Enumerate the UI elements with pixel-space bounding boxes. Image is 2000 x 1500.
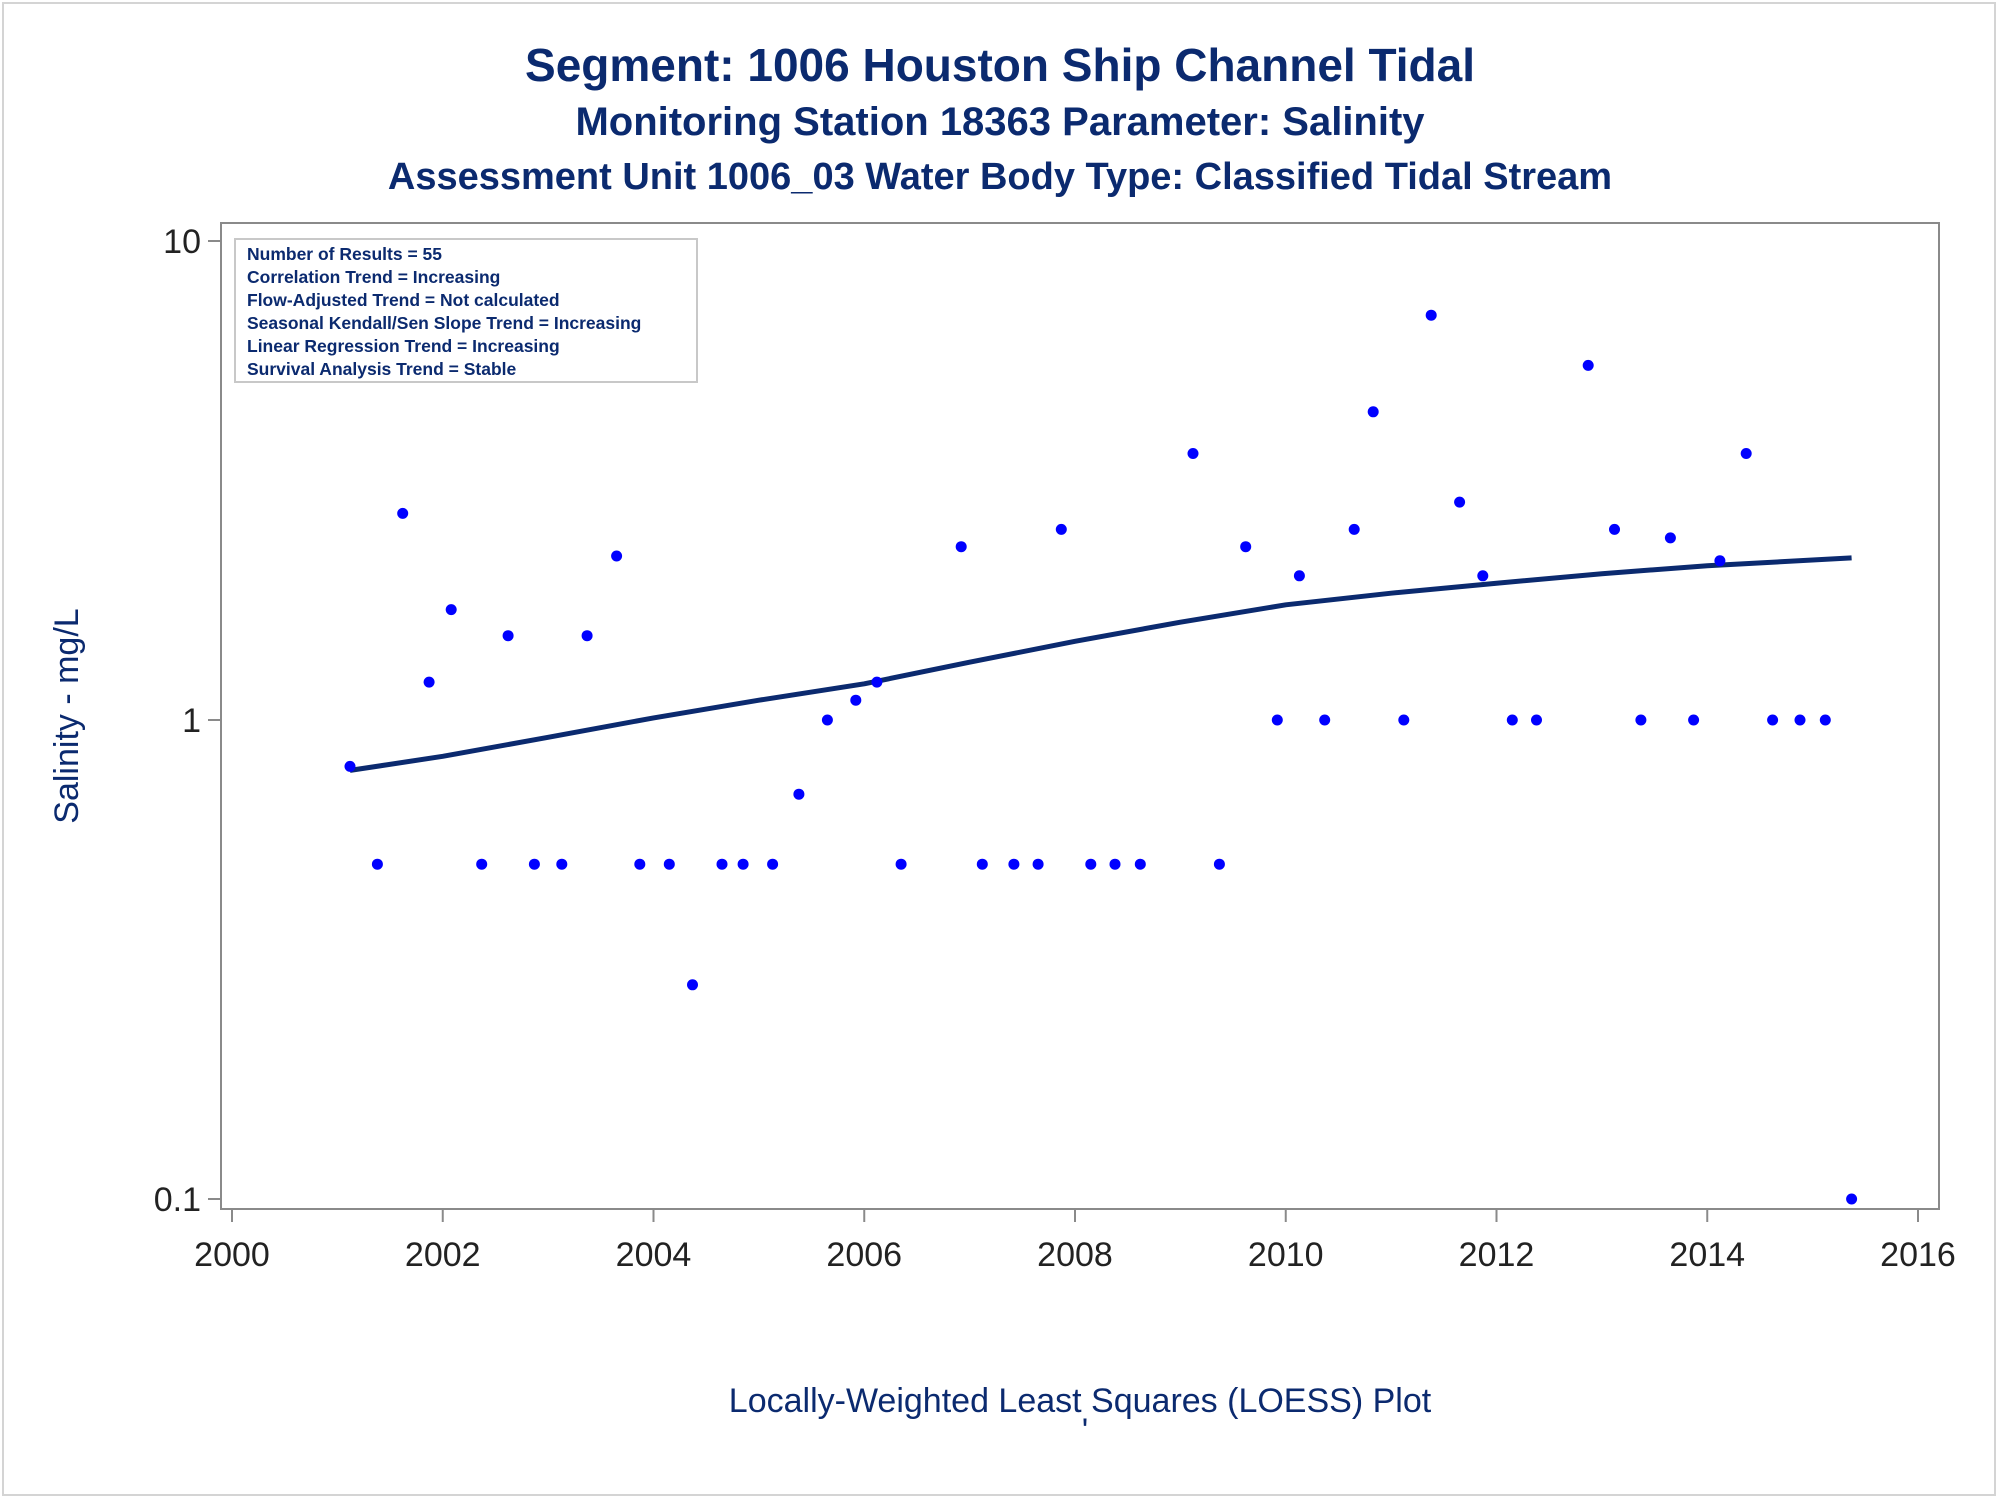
data-point	[1085, 858, 1097, 870]
data-point	[767, 858, 779, 870]
data-point	[344, 760, 356, 772]
data-point	[663, 858, 675, 870]
x-tick-label: 2008	[1037, 1236, 1113, 1274]
data-point	[1319, 714, 1331, 726]
data-point	[1582, 359, 1594, 371]
data-point	[1240, 541, 1252, 553]
data-point	[1454, 496, 1466, 508]
data-point	[737, 858, 749, 870]
x-axis-title: Locally-Weighted Least Squares (LOESS) P…	[729, 1382, 1432, 1420]
observation-series	[344, 309, 1858, 1205]
y-tick-label: 1	[182, 702, 201, 740]
data-point	[423, 676, 435, 688]
x-tick-label: 2000	[194, 1236, 270, 1274]
loess-line	[349, 555, 1852, 773]
data-point	[1425, 309, 1437, 321]
y-axis-title: Salinity - mg/L	[48, 608, 86, 823]
data-point	[1819, 714, 1831, 726]
stats-line: Flow-Adjusted Trend = Not calculated	[247, 290, 560, 310]
x-tick-label: 2004	[616, 1236, 692, 1274]
data-point	[581, 630, 593, 642]
chart-title: Segment: 1006 Houston Ship Channel Tidal	[525, 39, 1475, 91]
data-point	[476, 858, 488, 870]
footnote-mark: '	[1082, 1412, 1089, 1450]
y-tick-label: 0.1	[154, 1181, 201, 1219]
stats-line: Number of Results = 55	[247, 244, 442, 264]
data-point	[611, 550, 623, 562]
data-point	[1213, 858, 1225, 870]
data-point	[371, 858, 383, 870]
data-point	[976, 858, 988, 870]
data-point	[955, 541, 967, 553]
data-point	[397, 507, 409, 519]
x-tick-label: 2012	[1459, 1236, 1535, 1274]
data-point	[528, 858, 540, 870]
data-point	[895, 858, 907, 870]
chart-subtitle: Monitoring Station 18363 Parameter: Sali…	[575, 100, 1425, 144]
data-point	[821, 714, 833, 726]
stats-line: Survival Analysis Trend = Stable	[247, 359, 517, 379]
data-point	[1688, 714, 1700, 726]
y-axis: 0.1 1 10	[154, 223, 221, 1219]
y-tick-label: 10	[163, 223, 201, 261]
data-point	[1109, 858, 1121, 870]
data-point	[1055, 523, 1067, 535]
loess-series	[349, 555, 1852, 773]
data-point	[850, 694, 862, 706]
data-point	[687, 979, 698, 991]
data-point	[1187, 448, 1199, 459]
data-point	[793, 788, 805, 800]
data-point	[1271, 714, 1283, 726]
data-point	[1767, 714, 1779, 726]
data-point	[556, 858, 568, 870]
data-point	[1134, 858, 1146, 870]
data-point	[1714, 555, 1726, 567]
data-point	[1609, 523, 1620, 535]
x-tick-label: 2002	[405, 1236, 481, 1274]
data-point	[1477, 570, 1489, 582]
data-point	[502, 630, 514, 642]
data-point	[1506, 714, 1518, 726]
stats-box-border	[234, 238, 698, 383]
data-point	[1664, 532, 1676, 544]
data-point	[716, 858, 728, 870]
x-axis: 2000 2002 2004 2006 2008 2010 2012 2014 2016	[194, 1209, 1956, 1274]
data-point	[1635, 714, 1647, 726]
data-point	[1398, 714, 1410, 726]
data-point	[1008, 858, 1020, 870]
x-tick-label: 2014	[1669, 1236, 1745, 1274]
chart-subtitle-2: Assessment Unit 1006_03 Water Body Type:…	[387, 156, 1613, 198]
stats-box: Number of Results = 55 Correlation Trend …	[234, 238, 698, 383]
data-point	[445, 604, 457, 616]
data-point	[1293, 570, 1305, 582]
data-point	[634, 858, 646, 870]
plot-area	[220, 222, 1940, 1210]
data-point	[1348, 523, 1360, 535]
x-tick-label: 2006	[826, 1236, 902, 1274]
x-tick-label: 2016	[1880, 1236, 1956, 1274]
stats-line: Correlation Trend = Increasing	[247, 267, 500, 287]
x-tick-label: 2010	[1248, 1236, 1324, 1274]
data-point	[1846, 1193, 1858, 1205]
data-point	[1794, 714, 1806, 726]
data-point	[1740, 448, 1752, 459]
stats-line: Seasonal Kendall/Sen Slope Trend = Incre…	[247, 313, 641, 333]
data-point	[1367, 406, 1379, 418]
stats-line: Linear Regression Trend = Increasing	[247, 336, 560, 356]
data-point	[871, 676, 883, 688]
data-point	[1032, 858, 1044, 870]
data-point	[1531, 714, 1542, 726]
